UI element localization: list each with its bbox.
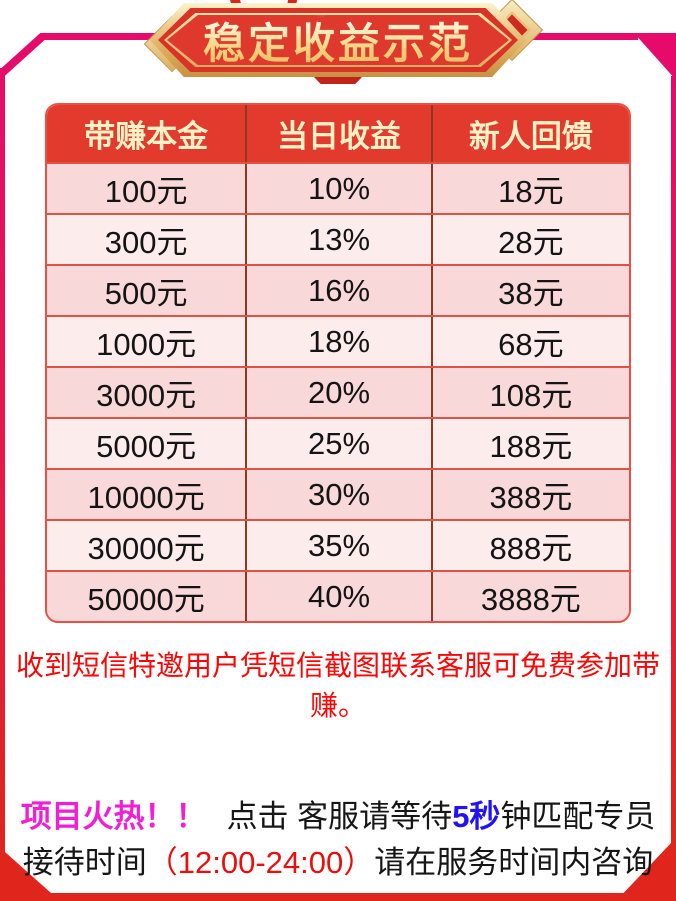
table-cell: 35%	[245, 521, 430, 570]
table-cell: 108元	[430, 368, 629, 417]
table-cell: 300元	[104, 225, 188, 260]
table-row: 100元 10% 18元	[47, 162, 629, 213]
table-cell: 13%	[245, 215, 430, 264]
sms-notice-text: 收到短信特邀用户凭短信截图联系客服可免费参加带赚。	[15, 650, 660, 721]
table-header-row: 带赚本金 当日收益 新人回馈	[47, 105, 629, 162]
table-cell: 500元	[104, 276, 188, 311]
table-row: 1000元 18% 68元	[47, 315, 629, 366]
promo-text: 钟匹配专员	[500, 799, 656, 834]
table-row: 300元 13% 28元	[47, 213, 629, 264]
table-cell: 30%	[245, 470, 430, 519]
table-cell: 5000元	[96, 429, 197, 464]
table-cell: 28元	[430, 215, 629, 264]
table-row: 3000元 20% 108元	[47, 366, 629, 417]
promo-text: 请在服务时间内咨询	[374, 845, 654, 880]
promo-line-1: 项目火热！！ 点击 客服请等待5秒钟匹配专员	[0, 794, 676, 840]
promo-hot-label: 项目火热！！	[20, 799, 207, 834]
table-row: 5000元 25% 188元	[47, 417, 629, 468]
table-cell: 3000元	[96, 378, 197, 413]
banner-bottom-tab	[311, 74, 365, 84]
banner-red-center	[167, 15, 509, 65]
page-title: 稳定收益示范	[150, 3, 526, 77]
table-cell: 888元	[430, 521, 629, 570]
table-row: 10000元 30% 388元	[47, 468, 629, 519]
table-cell: 16%	[245, 266, 430, 315]
table-cell: 40%	[245, 572, 430, 621]
table-row: 50000元 40% 3888元	[47, 570, 629, 621]
table-cell: 18%	[245, 317, 430, 366]
promo-text: 接待时间	[22, 845, 147, 880]
table-cell: 100元	[104, 174, 188, 209]
table-cell: 388元	[430, 470, 629, 519]
promo-line-2: 接待时间（12:00-24:00）请在服务时间内咨询	[0, 840, 676, 886]
table-row: 30000元 35% 888元	[47, 519, 629, 570]
table-row: 500元 16% 38元	[47, 264, 629, 315]
header-daily-return: 当日收益	[245, 105, 430, 162]
promo-block: 项目火热！！ 点击 客服请等待5秒钟匹配专员 接待时间（12:00-24:00）请…	[0, 794, 676, 886]
title-banner: 稳定收益示范	[150, 3, 526, 77]
table-cell: 20%	[245, 368, 430, 417]
table-cell: 50000元	[87, 582, 205, 617]
table-cell: 1000元	[96, 327, 197, 362]
promo-text: 点击 客服请等待	[226, 799, 453, 834]
promo-service-hours: （12:00-24:00）	[146, 845, 375, 880]
table-cell: 38元	[430, 266, 629, 315]
header-newcomer-bonus: 新人回馈	[430, 105, 629, 162]
table-cell: 3888元	[430, 572, 629, 621]
header-principal: 带赚本金	[84, 119, 209, 154]
table-cell: 188元	[430, 419, 629, 468]
table-cell: 68元	[430, 317, 629, 366]
table-cell: 18元	[430, 164, 629, 213]
table-cell: 30000元	[87, 531, 205, 566]
table-cell: 10000元	[87, 480, 205, 515]
earnings-table: 带赚本金 当日收益 新人回馈 100元 10% 18元 300元 13% 28元…	[45, 103, 631, 623]
table-cell: 10%	[245, 164, 430, 213]
table-cell: 25%	[245, 419, 430, 468]
promo-seconds-label: 5秒	[452, 799, 501, 834]
